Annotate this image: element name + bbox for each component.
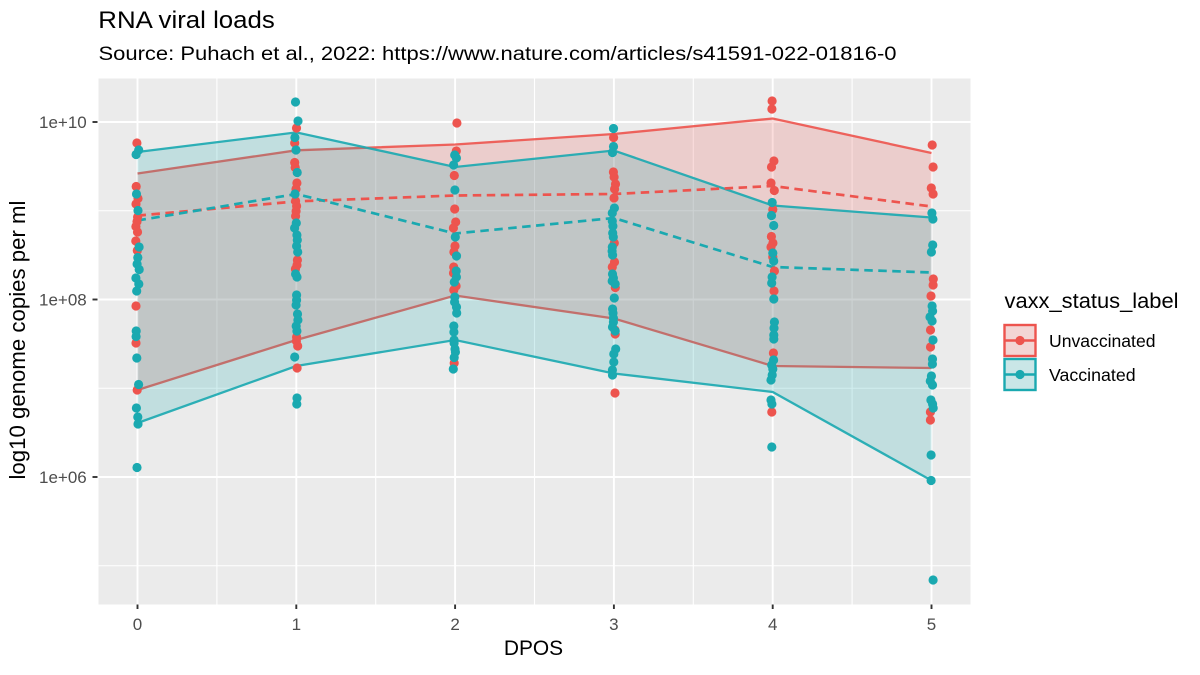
- svg-text:1e+10: 1e+10: [39, 113, 87, 132]
- svg-text:Unvaccinated: Unvaccinated: [1049, 331, 1156, 351]
- svg-text:DPOS: DPOS: [504, 637, 563, 660]
- svg-text:Source: Puhach et al., 2022: h: Source: Puhach et al., 2022: https://www…: [99, 44, 897, 65]
- svg-text:5: 5: [927, 615, 936, 634]
- svg-text:4: 4: [768, 615, 777, 634]
- svg-text:Vaccinated: Vaccinated: [1049, 365, 1136, 385]
- svg-text:0: 0: [133, 615, 142, 634]
- svg-text:log10 genome copies per ml: log10 genome copies per ml: [5, 201, 30, 480]
- svg-text:3: 3: [609, 615, 618, 634]
- svg-text:vaxx_status_label: vaxx_status_label: [1005, 290, 1179, 313]
- svg-text:1e+08: 1e+08: [39, 291, 87, 310]
- svg-text:2: 2: [450, 615, 459, 634]
- svg-text:RNA viral loads: RNA viral loads: [98, 7, 274, 34]
- svg-text:1: 1: [292, 615, 301, 634]
- svg-text:1e+06: 1e+06: [39, 468, 87, 487]
